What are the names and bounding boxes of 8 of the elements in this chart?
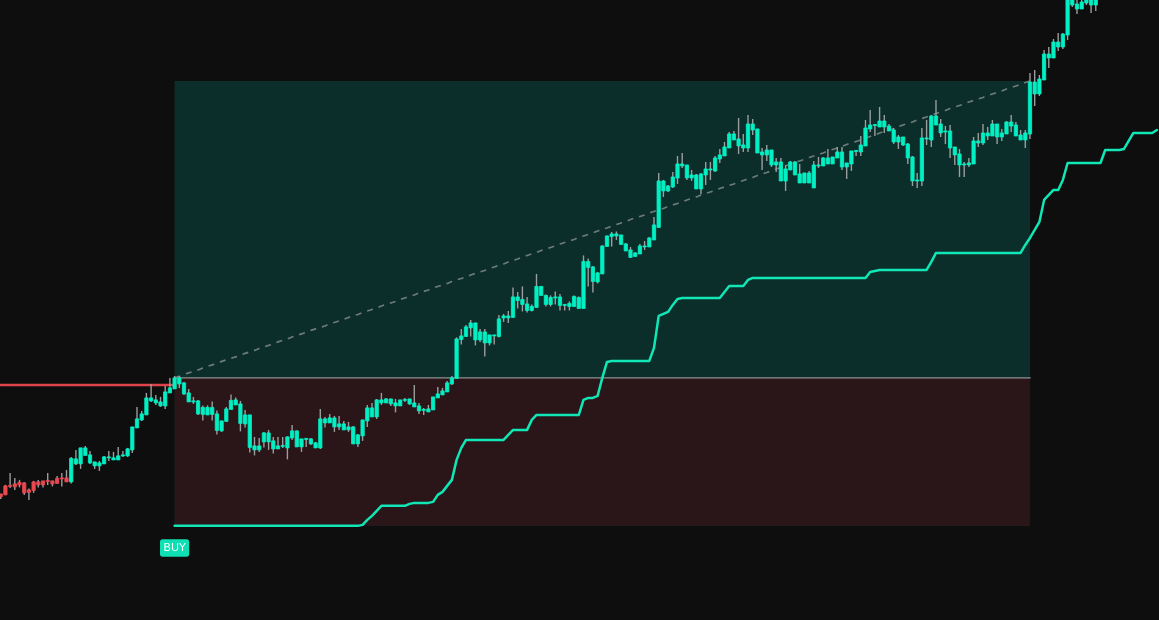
text: BUY xyxy=(164,542,186,552)
candlestick xyxy=(745,114,751,153)
candlestick xyxy=(534,273,539,309)
candlestick xyxy=(980,123,986,146)
candlestick xyxy=(839,146,845,171)
candlestick xyxy=(275,436,281,450)
candlestick xyxy=(69,456,74,485)
candlestick xyxy=(510,286,516,319)
